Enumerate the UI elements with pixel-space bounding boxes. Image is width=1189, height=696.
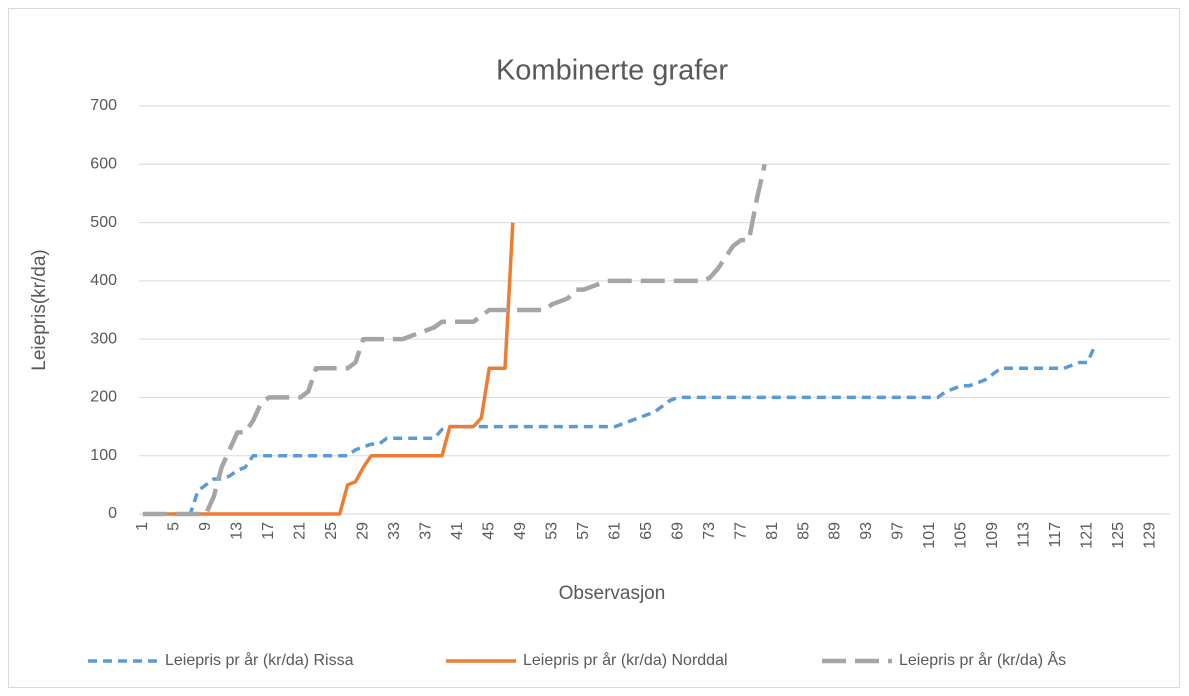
x-tick-label: 109 xyxy=(984,522,1001,549)
x-tick-label: 121 xyxy=(1079,522,1096,549)
y-tick-label: 0 xyxy=(108,505,117,522)
x-tick-label: 85 xyxy=(795,522,812,540)
x-tick-label: 93 xyxy=(858,522,875,540)
series-line xyxy=(142,344,1097,516)
x-tick-label: 69 xyxy=(669,522,686,540)
x-tick-label: 33 xyxy=(386,522,403,540)
y-tick-label: 400 xyxy=(90,272,117,289)
x-tick-label: 113 xyxy=(1016,522,1033,548)
x-tick-label: 117 xyxy=(1047,522,1064,548)
x-tick-label: 37 xyxy=(417,522,434,540)
y-tick-label: 600 xyxy=(90,156,117,173)
y-tick-label: 300 xyxy=(90,330,117,347)
x-tick-label: 53 xyxy=(543,522,560,540)
x-tick-label: 61 xyxy=(606,522,623,540)
y-tick-label: 200 xyxy=(90,389,117,406)
chart-title: Kombinerte grafer xyxy=(496,55,728,87)
x-tick-label: 49 xyxy=(512,522,529,540)
x-tick-label: 5 xyxy=(166,522,183,531)
x-tick-label: 73 xyxy=(701,522,718,540)
x-tick-label: 129 xyxy=(1142,522,1159,549)
x-axis-title: Observasjon xyxy=(559,583,666,604)
x-tick-label: 97 xyxy=(890,522,907,540)
x-tick-label: 45 xyxy=(480,522,497,540)
x-tick-label: 125 xyxy=(1110,522,1127,549)
x-tick-label: 29 xyxy=(355,522,372,540)
y-tick-label: 700 xyxy=(90,97,117,114)
x-tick-label: 57 xyxy=(575,522,592,540)
legend-label: Leiepris pr år (kr/da) Rissa xyxy=(165,651,354,669)
x-tick-label: 81 xyxy=(764,522,781,540)
x-tick-label: 101 xyxy=(921,522,938,549)
y-axis-title: Leiepris(kr/da) xyxy=(29,249,50,370)
x-tick-label: 13 xyxy=(229,522,246,540)
chart-border xyxy=(8,8,1180,688)
x-tick-label: 17 xyxy=(260,522,277,540)
legend-label: Leiepris pr år (kr/da) Norddal xyxy=(523,651,728,669)
x-tick-label: 1 xyxy=(134,522,151,531)
x-tick-label: 77 xyxy=(732,522,749,540)
x-tick-label: 65 xyxy=(638,522,655,540)
x-tick-label: 41 xyxy=(449,522,466,540)
x-tick-label: 21 xyxy=(292,522,309,540)
y-tick-label: 500 xyxy=(90,214,117,231)
series-line xyxy=(142,163,767,517)
x-tick-label: 9 xyxy=(197,522,214,531)
series-line xyxy=(142,222,515,516)
x-tick-label: 25 xyxy=(323,522,340,540)
legend-label: Leiepris pr år (kr/da) Ås xyxy=(899,650,1066,669)
x-tick-label: 105 xyxy=(953,522,970,549)
x-tick-label: 89 xyxy=(827,522,844,540)
y-tick-label: 100 xyxy=(90,447,117,464)
